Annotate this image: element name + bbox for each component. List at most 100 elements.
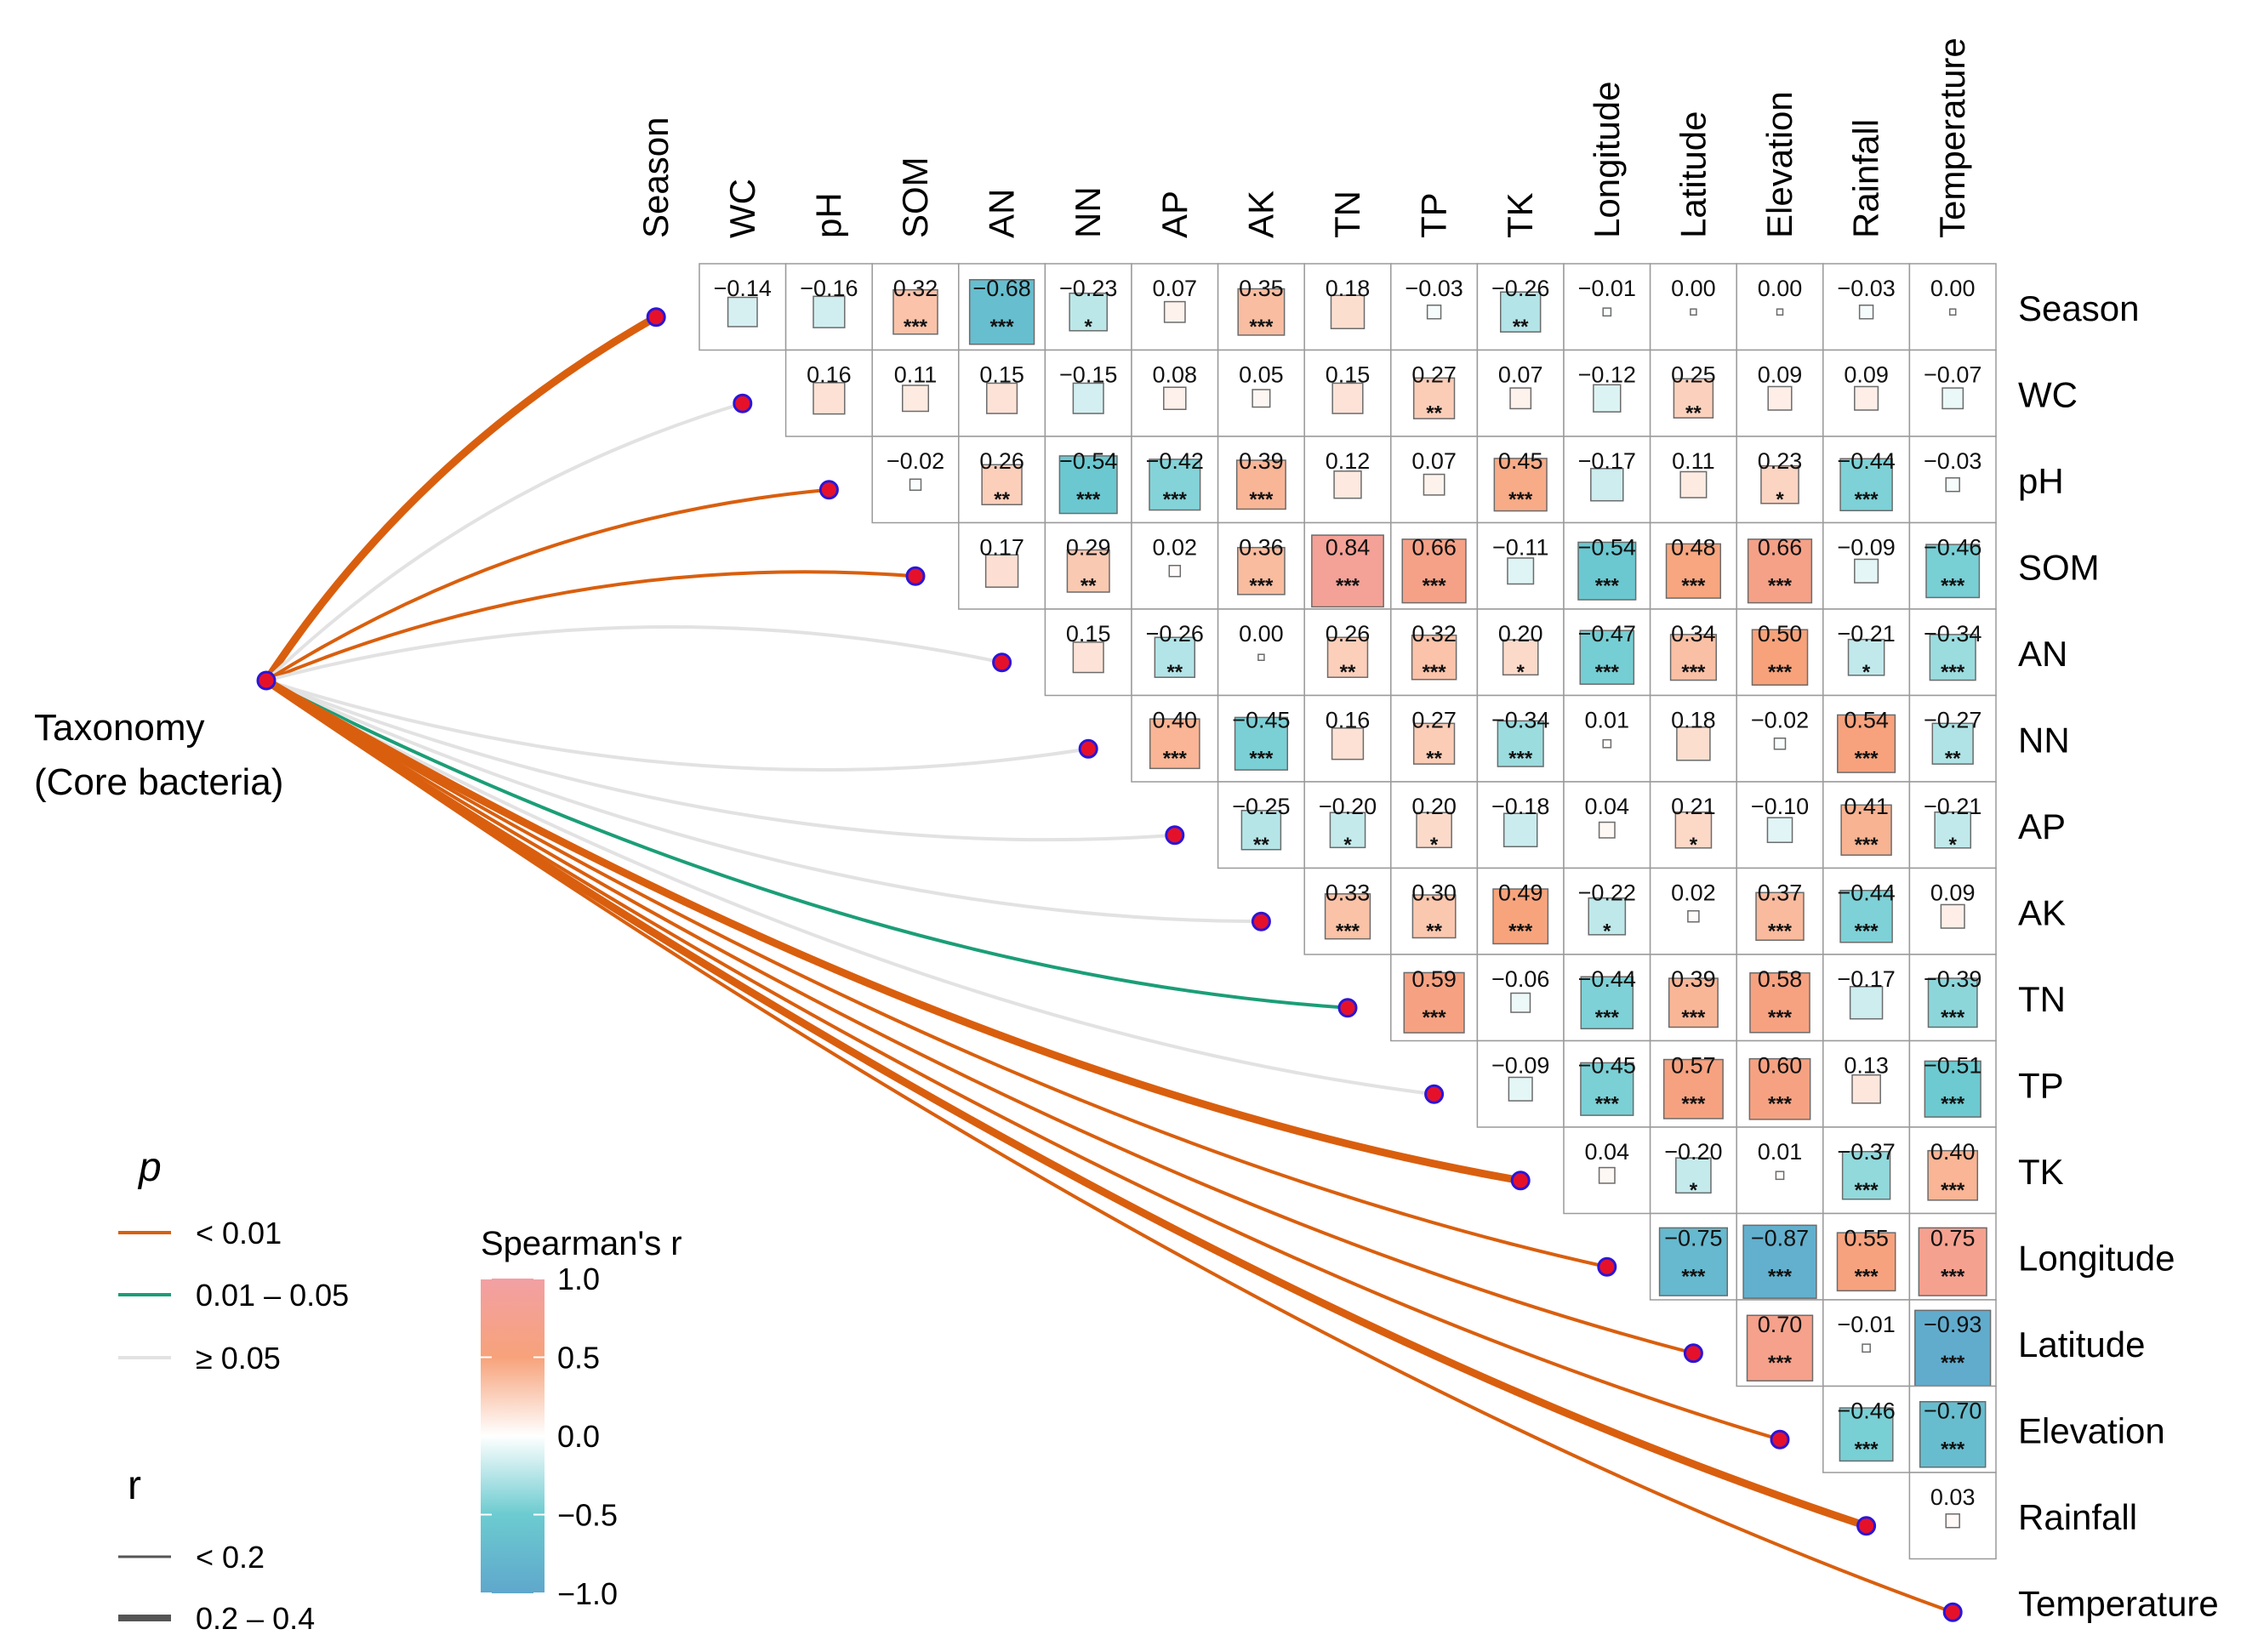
corr-value: 0.20 xyxy=(1411,794,1457,819)
corr-value: −0.20 xyxy=(1664,1139,1722,1165)
corr-value: 0.05 xyxy=(1239,362,1284,388)
corr-square xyxy=(1942,387,1964,410)
cell-ph-latitude: 0.11 xyxy=(1649,436,1737,524)
row-labels: Season WC pH SOM AN NN AP AK TN TP TK Longitude Lati… xyxy=(2018,288,2219,1624)
node-tk xyxy=(1510,1171,1531,1191)
sig-stars: *** xyxy=(1423,1006,1447,1029)
cell-elevation-rainfall: −0.46 *** xyxy=(1822,1385,1911,1473)
corr-square xyxy=(1237,546,1286,595)
corr-square xyxy=(1840,804,1892,856)
corr-square xyxy=(1687,909,1700,923)
corr-value: 0.39 xyxy=(1671,966,1716,992)
cell-tp-temperature: −0.51 *** xyxy=(1908,1040,1997,1128)
corr-value: 0.58 xyxy=(1758,966,1803,992)
cell-longitude-latitude: −0.75 *** xyxy=(1649,1212,1737,1301)
corr-value: 0.32 xyxy=(1411,621,1457,647)
cell-tk-latitude: −0.20 * xyxy=(1649,1126,1737,1215)
cell-an-rainfall: −0.21 * xyxy=(1822,608,1911,697)
corr-value: −0.23 xyxy=(1059,276,1117,301)
cell-an-longitude: −0.47 *** xyxy=(1563,608,1651,697)
cell-ph-tk: 0.45 *** xyxy=(1476,436,1565,524)
corr-value: 0.02 xyxy=(1671,880,1716,906)
cell-tn-tp: 0.59 *** xyxy=(1390,954,1479,1042)
node-an xyxy=(992,652,1012,673)
source-label-line2: (Core bacteria) xyxy=(34,761,283,803)
corr-square xyxy=(1934,811,1972,849)
node-wc xyxy=(733,393,753,413)
cell-border xyxy=(1822,1299,1911,1387)
corr-square xyxy=(1507,557,1535,585)
link-som xyxy=(265,570,917,682)
corr-square xyxy=(1676,726,1711,761)
col-label-ph: pH xyxy=(808,192,848,238)
cell-season-latitude: 0.00 xyxy=(1649,263,1737,351)
corr-square xyxy=(1579,629,1635,686)
cell-ap-tk: −0.18 xyxy=(1476,781,1565,869)
corr-square xyxy=(1927,1149,1979,1201)
corr-square xyxy=(1602,307,1612,317)
corr-square xyxy=(1854,385,1879,411)
corr-square xyxy=(1237,288,1286,336)
sig-stars: *** xyxy=(990,316,1015,339)
cell-elevation-temperature: −0.70 *** xyxy=(1908,1385,1997,1473)
column-labels: Season WC pH SOM AN NN AP AK TN TP TK Longitude Lati… xyxy=(636,37,1972,238)
link-elevation xyxy=(265,679,1782,1442)
corr-value: 0.30 xyxy=(1411,880,1457,906)
cell-border xyxy=(1303,436,1392,524)
cell-season-som: 0.32 *** xyxy=(871,263,960,351)
cell-ak-tk: 0.49 *** xyxy=(1476,867,1565,955)
sig-stars: ** xyxy=(1685,402,1702,425)
corr-value: −0.54 xyxy=(1578,535,1636,561)
node-elevation xyxy=(1770,1429,1790,1450)
corr-value: −0.21 xyxy=(1924,794,1981,819)
row-label-latitude: Latitude xyxy=(2018,1324,2145,1364)
cell-ak-longitude: −0.22 * xyxy=(1563,867,1651,955)
sig-stars: ** xyxy=(1426,748,1442,771)
corr-square xyxy=(1931,722,1974,765)
sig-stars: * xyxy=(1862,661,1871,684)
corr-value: −0.75 xyxy=(1664,1226,1722,1251)
cell-wc-tp: 0.27 ** xyxy=(1390,349,1479,437)
cell-wc-rainfall: 0.09 xyxy=(1822,349,1911,437)
sig-stars: ** xyxy=(1166,661,1183,684)
cell-nn-tp: 0.27 ** xyxy=(1390,694,1479,783)
source-node-group: Taxonomy (Core bacteria) xyxy=(34,670,283,803)
corr-square xyxy=(1748,1057,1811,1120)
sig-stars: *** xyxy=(1681,1006,1706,1029)
corr-square xyxy=(1509,387,1532,410)
mantel-links xyxy=(262,313,1955,1615)
corr-square xyxy=(1324,893,1371,940)
row-label-nn: NN xyxy=(2018,720,2070,760)
corr-value: 0.00 xyxy=(1930,276,1976,301)
cell-ap-latitude: 0.21 * xyxy=(1649,781,1737,869)
corr-square xyxy=(1679,470,1708,498)
cell-tn-rainfall: −0.17 xyxy=(1822,954,1911,1042)
link-wc xyxy=(265,402,744,682)
cell-tp-elevation: 0.60 *** xyxy=(1736,1040,1824,1128)
colorbar-ticks: 1.0 0.5 0.0 −0.5 −1.0 xyxy=(481,1262,618,1611)
corr-value: −0.10 xyxy=(1751,794,1809,819)
corr-value: −0.01 xyxy=(1837,1312,1895,1337)
cell-tk-rainfall: −0.37 *** xyxy=(1822,1126,1911,1215)
row-label-tk: TK xyxy=(2018,1152,2064,1192)
cell-tp-tk: −0.09 xyxy=(1476,1040,1565,1128)
col-label-nn: NN xyxy=(1068,186,1108,238)
cell-border xyxy=(1563,694,1651,783)
cell-tk-longitude: 0.04 xyxy=(1563,1126,1651,1215)
corr-value: −0.02 xyxy=(1751,708,1809,733)
cell-nn-ap: 0.40 *** xyxy=(1131,694,1219,783)
cell-wc-ak: 0.05 xyxy=(1217,349,1305,437)
cell-wc-an: 0.15 xyxy=(958,349,1046,437)
corr-square xyxy=(727,296,758,328)
corr-square xyxy=(1163,300,1186,323)
cell-wc-tk: 0.07 xyxy=(1476,349,1565,437)
col-label-rainfall: Rainfall xyxy=(1846,119,1886,238)
corr-square xyxy=(901,385,930,413)
corr-value: −0.17 xyxy=(1578,448,1636,474)
sig-stars: *** xyxy=(1249,316,1274,339)
row-label-wc: WC xyxy=(2018,374,2078,414)
node-ap xyxy=(1165,825,1185,846)
corr-value: 0.21 xyxy=(1671,794,1716,819)
sig-stars: *** xyxy=(1768,575,1793,598)
cell-som-tn: 0.84 *** xyxy=(1303,521,1392,610)
